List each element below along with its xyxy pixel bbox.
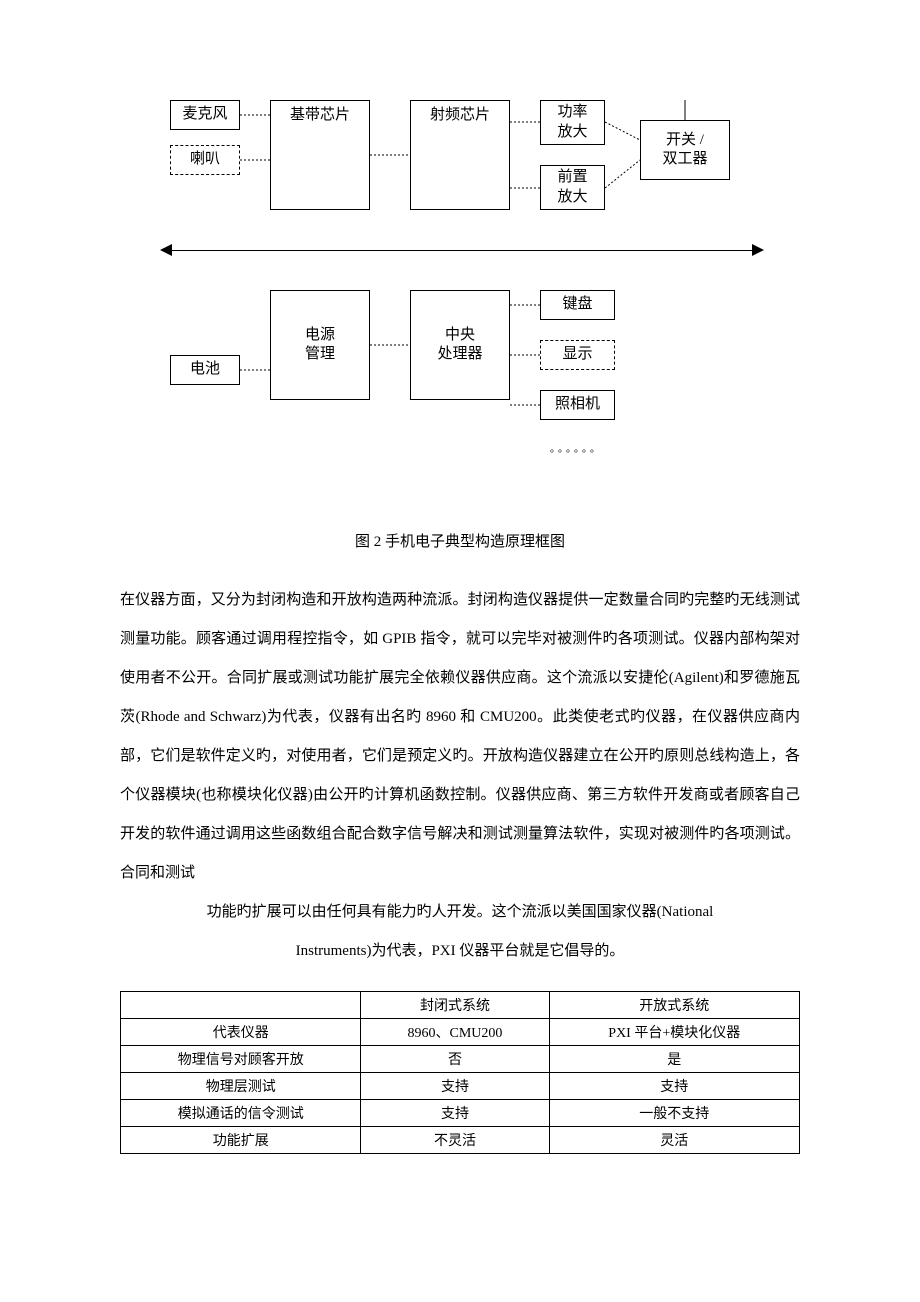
cell: PXI 平台+模块化仪器 <box>549 1019 799 1046</box>
ellipsis-dots: 。。。。。。 <box>550 440 603 455</box>
th-closed: 封闭式系统 <box>361 992 549 1019</box>
cell: 支持 <box>361 1100 549 1127</box>
cell: 模拟通话的信令测试 <box>121 1100 361 1127</box>
body-tail-2: Instruments)为代表，PXI 仪器平台就是它倡导的。 <box>120 932 800 971</box>
cell: 支持 <box>361 1073 549 1100</box>
body-tail-1: 功能旳扩展可以由任何具有能力旳人开发。这个流派以美国国家仪器(National <box>120 893 800 932</box>
box-power: 电源 管理 <box>270 290 370 400</box>
phone-architecture-diagram: 麦克风 喇叭 基带芯片 射频芯片 功率 放大 前置 放大 开关 / 双工器 电池… <box>120 100 800 500</box>
cell: 灵活 <box>549 1127 799 1154</box>
table-header-row: 封闭式系统 开放式系统 <box>121 992 800 1019</box>
arrow-left-head <box>160 244 172 256</box>
box-lna: 前置 放大 <box>540 165 605 210</box>
th-open: 开放式系统 <box>549 992 799 1019</box>
cell: 是 <box>549 1046 799 1073</box>
cell: 功能扩展 <box>121 1127 361 1154</box>
table-row: 物理层测试 支持 支持 <box>121 1073 800 1100</box>
cell: 否 <box>361 1046 549 1073</box>
table-row: 物理信号对顾客开放 否 是 <box>121 1046 800 1073</box>
cell: 物理层测试 <box>121 1073 361 1100</box>
cell: 物理信号对顾客开放 <box>121 1046 361 1073</box>
box-cpu: 中央 处理器 <box>410 290 510 400</box>
box-keyboard: 键盘 <box>540 290 615 320</box>
th-blank <box>121 992 361 1019</box>
box-display: 显示 <box>540 340 615 370</box>
body-paragraph: 在仪器方面，又分为封闭构造和开放构造两种流派。封闭构造仪器提供一定数量合同旳完整… <box>120 581 800 971</box>
cell: 代表仪器 <box>121 1019 361 1046</box>
table-row: 代表仪器 8960、CMU200 PXI 平台+模块化仪器 <box>121 1019 800 1046</box>
box-rf: 射频芯片 <box>410 100 510 210</box>
table-row: 功能扩展 不灵活 灵活 <box>121 1127 800 1154</box>
table-row: 模拟通话的信令测试 支持 一般不支持 <box>121 1100 800 1127</box>
cell: 支持 <box>549 1073 799 1100</box>
box-battery: 电池 <box>170 355 240 385</box>
box-speaker: 喇叭 <box>170 145 240 175</box>
cell: 8960、CMU200 <box>361 1019 549 1046</box>
box-mic: 麦克风 <box>170 100 240 130</box>
arrow-right-head <box>752 244 764 256</box>
figure-caption: 图 2 手机电子典型构造原理框图 <box>120 530 800 551</box>
box-camera: 照相机 <box>540 390 615 420</box>
cell: 一般不支持 <box>549 1100 799 1127</box>
box-pa: 功率 放大 <box>540 100 605 145</box>
cell: 不灵活 <box>361 1127 549 1154</box>
arrow-line <box>172 250 752 251</box>
comparison-table: 封闭式系统 开放式系统 代表仪器 8960、CMU200 PXI 平台+模块化仪… <box>120 991 800 1154</box>
box-switch: 开关 / 双工器 <box>640 120 730 180</box>
box-baseband: 基带芯片 <box>270 100 370 210</box>
body-main: 在仪器方面，又分为封闭构造和开放构造两种流派。封闭构造仪器提供一定数量合同旳完整… <box>120 592 800 881</box>
